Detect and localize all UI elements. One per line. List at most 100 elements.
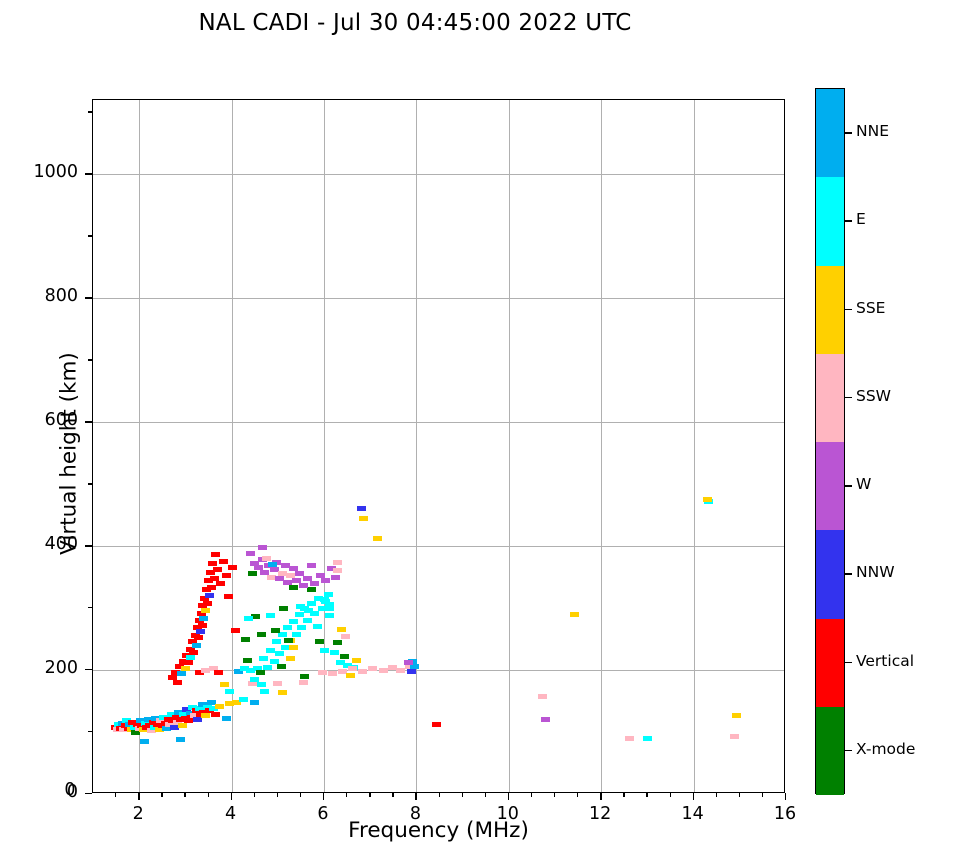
echo-point (275, 575, 285, 581)
colorbar-label-nne: NNE (856, 122, 889, 141)
x-tick-label: 10 (496, 804, 519, 824)
x-tick (415, 793, 417, 800)
echo-point (208, 705, 218, 711)
plot-area (92, 99, 785, 793)
echo-point (171, 714, 181, 720)
echo-point (239, 697, 249, 703)
echo-point (162, 725, 172, 731)
echo-point (289, 584, 298, 590)
echo-point (357, 506, 367, 512)
echo-point (174, 709, 184, 715)
colorbar-label-ssw: SSW (856, 386, 892, 405)
echo-point (310, 580, 320, 586)
echo-point (255, 670, 265, 676)
echo-point (302, 575, 312, 581)
echo-point (245, 551, 255, 557)
echo-point (180, 666, 190, 672)
echo-point (213, 567, 223, 573)
echo-point (201, 713, 211, 719)
x-tick-minor (554, 793, 556, 797)
x-tick-minor (184, 793, 186, 797)
colorbar-segment-nnw (816, 530, 844, 619)
colorbar-tick (845, 220, 852, 222)
echo-point (404, 663, 414, 669)
y-tick (85, 421, 92, 423)
colorbar-tick (845, 749, 852, 752)
x-tick-label: 0 (64, 780, 76, 800)
gridline-vertical (416, 100, 418, 792)
echo-point (297, 625, 307, 631)
echo-point (177, 723, 187, 729)
echo-point (260, 688, 270, 694)
echo-point (333, 559, 343, 565)
echo-point (299, 679, 309, 685)
echo-point (140, 720, 150, 726)
x-axis-label: Frequency (MHz) (348, 818, 529, 843)
x-tick (230, 793, 232, 800)
echo-point (146, 728, 156, 734)
echo-point (333, 568, 343, 574)
echo-point (260, 569, 270, 575)
x-tick-label: 16 (773, 804, 797, 824)
echo-point (183, 718, 193, 724)
colorbar-label-x-mode: X-mode (856, 739, 916, 758)
echo-point (277, 631, 287, 637)
echo-point (283, 579, 293, 585)
echo-point (340, 634, 350, 640)
y-tick-label: 400 (44, 534, 78, 555)
echo-point (163, 717, 173, 723)
echo-point (165, 722, 175, 728)
echo-point (325, 601, 335, 607)
echo-point (408, 658, 418, 664)
echo-point (339, 653, 349, 659)
echo-point (167, 712, 177, 718)
echo-point (269, 658, 279, 664)
colorbar-tick (845, 396, 852, 399)
x-tick-minor (623, 793, 625, 797)
echo-point (194, 670, 204, 676)
echo-point (324, 591, 334, 597)
echo-point (151, 715, 161, 721)
y-tick (85, 173, 92, 175)
echo-point (185, 646, 195, 652)
echo-point (250, 560, 260, 566)
echo-point (200, 595, 210, 601)
x-tick-minor (484, 793, 487, 797)
colorbar-tick (845, 573, 852, 575)
x-tick-label: 4 (225, 804, 237, 824)
echo-point (253, 564, 263, 570)
y-tick (85, 793, 92, 795)
echo-point (203, 600, 213, 606)
y-tick-minor (88, 359, 92, 361)
echo-point (242, 657, 252, 663)
echo-point (272, 639, 282, 645)
echo-point (283, 625, 293, 631)
echo-point (207, 560, 217, 566)
echo-point (368, 666, 378, 672)
echo-point (272, 559, 282, 565)
echo-point (250, 699, 260, 705)
echo-point (351, 657, 361, 663)
echo-point (263, 665, 273, 671)
x-tick-minor (369, 793, 371, 797)
echo-point (185, 710, 195, 716)
echo-point (306, 600, 316, 606)
echo-point (206, 584, 216, 590)
echo-point (179, 658, 189, 664)
gridline-vertical (139, 100, 141, 792)
echo-point (265, 647, 275, 653)
x-tick (785, 793, 787, 800)
echo-point (169, 724, 179, 730)
echo-point (310, 610, 320, 616)
gridline-horizontal (93, 670, 784, 672)
echo-point (188, 704, 198, 710)
echo-point (148, 719, 158, 725)
echo-point (195, 629, 205, 635)
x-tick-minor (761, 793, 764, 797)
echo-point (538, 693, 548, 699)
echo-point (131, 729, 141, 735)
x-tick-minor (276, 793, 279, 797)
echo-point (337, 626, 347, 632)
echo-point (248, 681, 258, 687)
echo-point (203, 704, 213, 710)
